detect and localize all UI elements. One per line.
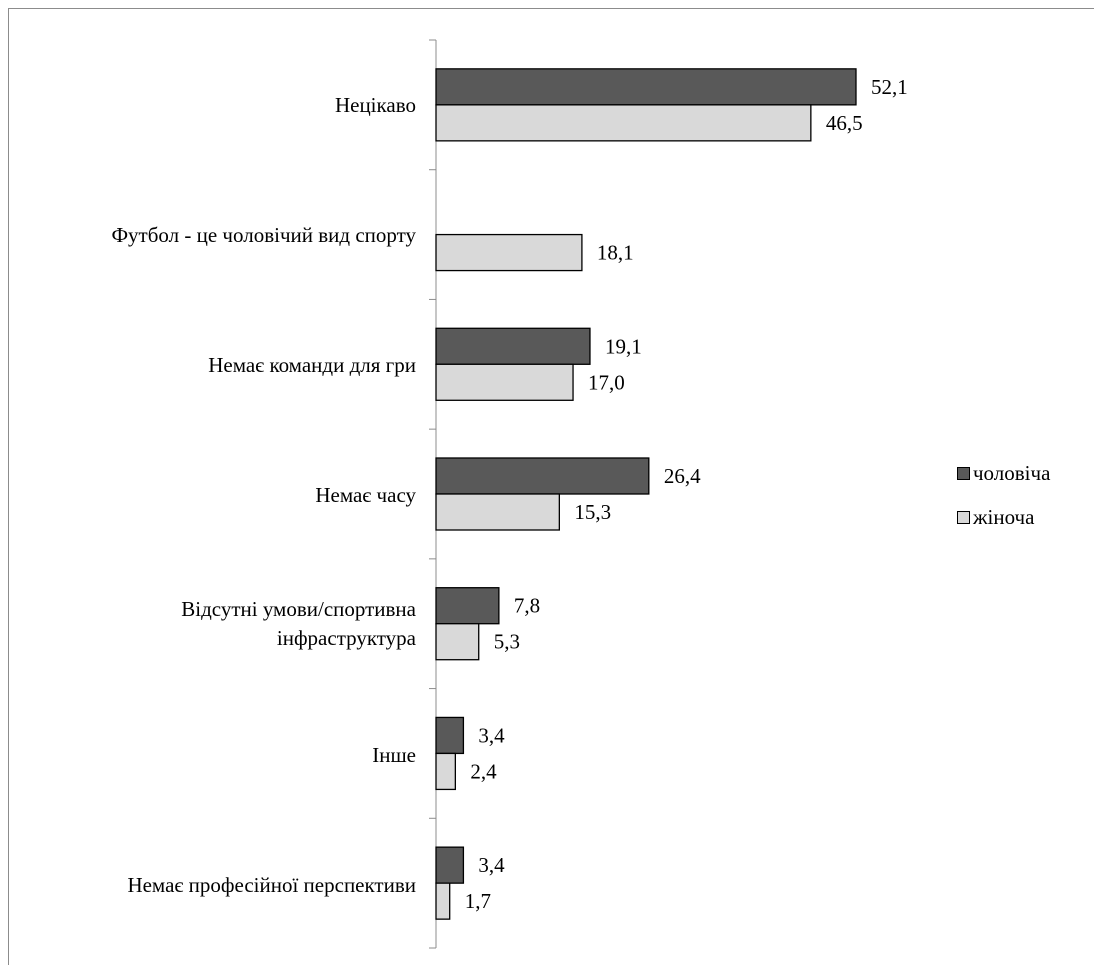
value-labels: 52,1 46,5 18,1 19,1 17,0 26,4 15,3 7,8 5,3 3,4 2,4… bbox=[465, 75, 908, 913]
value-label: 15,3 bbox=[574, 500, 611, 524]
value-label: 52,1 bbox=[871, 75, 908, 99]
bar-male bbox=[435, 846, 465, 884]
legend-label-male: чоловіча bbox=[973, 461, 1051, 485]
category-label: Немає часу bbox=[315, 483, 416, 507]
legend-swatch-male bbox=[957, 467, 970, 480]
value-label: 3,4 bbox=[478, 853, 505, 877]
category-label: Відсутні умови/спортивна інфраструктура bbox=[181, 597, 416, 650]
bar-female bbox=[435, 623, 480, 661]
bar-male bbox=[435, 716, 465, 755]
bar-male bbox=[435, 587, 500, 625]
bar-male bbox=[435, 68, 857, 106]
value-label: 7,8 bbox=[514, 594, 540, 618]
chart-frame bbox=[8, 8, 1094, 965]
value-label: 18,1 bbox=[597, 241, 634, 265]
category-label: Нецікаво bbox=[334, 93, 416, 117]
category-label: Футбол - це чоловічий вид спорту bbox=[111, 223, 416, 247]
legend-swatch-female bbox=[957, 511, 970, 524]
bar-female bbox=[435, 493, 560, 531]
legend-item-female: жіноча bbox=[957, 505, 1034, 530]
category-label: Немає професійної перспективи bbox=[127, 873, 416, 897]
bar-female bbox=[435, 882, 451, 920]
value-label: 19,1 bbox=[605, 334, 642, 358]
bars bbox=[435, 68, 857, 920]
bar-male bbox=[435, 457, 650, 495]
value-label: 2,4 bbox=[470, 759, 497, 783]
value-label: 5,3 bbox=[494, 630, 520, 654]
bar-female bbox=[435, 363, 574, 401]
bar-female bbox=[435, 233, 583, 272]
legend-item-male: чоловіча bbox=[957, 461, 1050, 486]
value-label: 3,4 bbox=[478, 723, 505, 747]
category-label: Інше bbox=[372, 743, 416, 767]
bar-female bbox=[435, 104, 812, 142]
legend-label-female: жіноча bbox=[973, 505, 1035, 529]
value-label: 26,4 bbox=[664, 464, 701, 488]
value-label: 1,7 bbox=[465, 889, 491, 913]
bar-female bbox=[435, 752, 456, 791]
bar-male bbox=[435, 327, 591, 365]
category-label: Немає команди для гри bbox=[208, 353, 416, 377]
value-label: 17,0 bbox=[588, 370, 625, 394]
category-axis bbox=[429, 39, 437, 949]
value-label: 46,5 bbox=[826, 111, 863, 135]
